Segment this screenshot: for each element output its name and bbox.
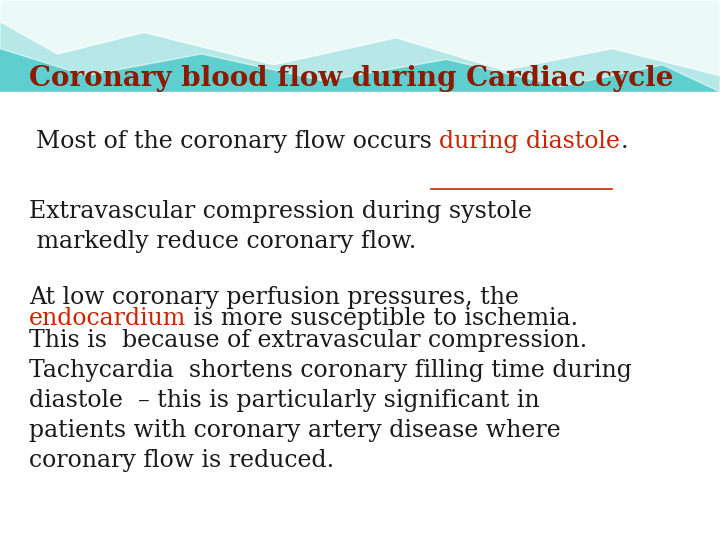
Text: Coronary blood flow during Cardiac cycle: Coronary blood flow during Cardiac cycle (29, 65, 673, 92)
Text: Most of the coronary flow occurs: Most of the coronary flow occurs (36, 130, 439, 153)
Text: .: . (621, 130, 628, 153)
Text: At low coronary perfusion pressures, the: At low coronary perfusion pressures, the (29, 286, 519, 309)
Text: is more susceptible to ischemia.: is more susceptible to ischemia. (186, 307, 578, 330)
Text: endocardium: endocardium (29, 307, 186, 330)
Text: during diastole: during diastole (439, 130, 621, 153)
Polygon shape (0, 0, 720, 92)
Text: This is  because of extravascular compression.
Tachycardia  shortens coronary fi: This is because of extravascular compres… (29, 329, 631, 472)
Text: Extravascular compression during systole
 markedly reduce coronary flow.: Extravascular compression during systole… (29, 200, 532, 253)
Polygon shape (0, 0, 720, 76)
